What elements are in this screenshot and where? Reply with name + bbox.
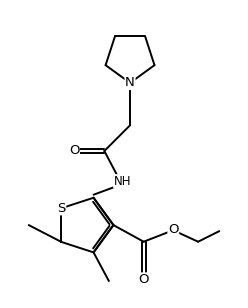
Text: NH: NH — [114, 175, 131, 188]
Text: O: O — [168, 223, 179, 236]
Text: S: S — [57, 202, 66, 215]
Text: O: O — [69, 144, 79, 157]
Text: N: N — [125, 76, 135, 89]
Text: O: O — [138, 273, 149, 286]
